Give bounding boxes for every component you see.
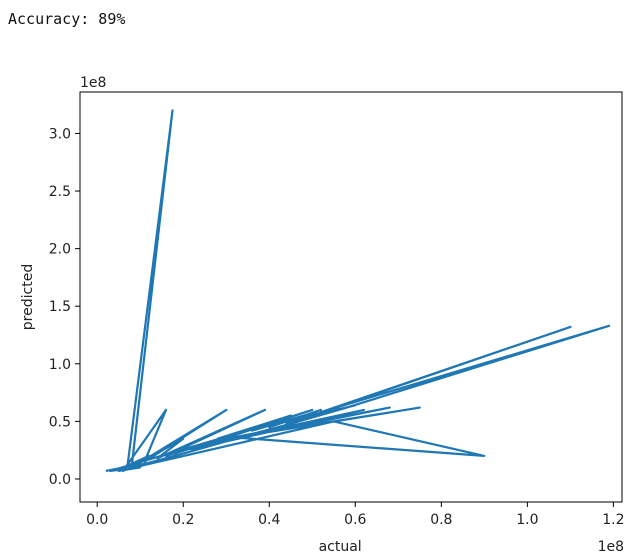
y-axis-ticks: 0.0 0.5 1.0 1.5 2.0 2.5 3.0: [49, 126, 80, 488]
x-tick-label: 0.0: [86, 512, 108, 528]
y-tick-label: 2.0: [49, 242, 71, 258]
x-tick-label: 1.0: [516, 512, 538, 528]
x-axis-ticks: 0.0 0.2 0.4 0.6 0.8 1.0 1.2: [86, 502, 625, 528]
x-axis-label: actual: [319, 539, 362, 555]
accuracy-text: Accuracy: 89%: [8, 10, 126, 28]
y-tick-label: 2.5: [49, 184, 71, 200]
x-offset-label: 1e8: [598, 539, 624, 555]
y-tick-label: 0.5: [49, 414, 71, 430]
y-tick-label: 3.0: [49, 126, 71, 142]
y-tick-label: 1.5: [49, 299, 71, 315]
plot-lines: [105, 109, 611, 472]
y-offset-label: 1e8: [80, 75, 106, 91]
x-tick-label: 0.2: [172, 512, 194, 528]
y-tick-label: 1.0: [49, 357, 71, 373]
y-axis-label: predicted: [20, 264, 36, 330]
x-tick-label: 0.8: [430, 512, 452, 528]
x-tick-label: 1.2: [602, 512, 624, 528]
axes-frame: [79, 91, 623, 503]
y-tick-label: 0.0: [49, 472, 71, 488]
x-tick-label: 0.4: [258, 512, 280, 528]
x-tick-label: 0.6: [344, 512, 366, 528]
series-line-0: [105, 109, 611, 472]
